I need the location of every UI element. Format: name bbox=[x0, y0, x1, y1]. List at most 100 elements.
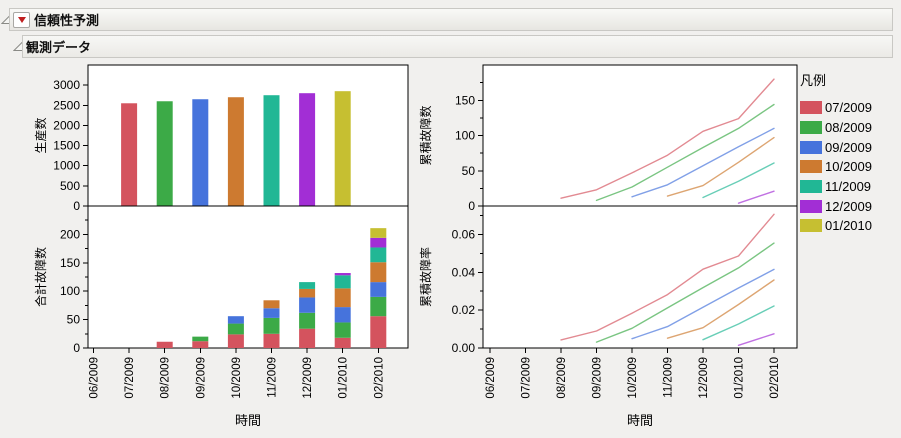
failure-bar-segment[interactable] bbox=[370, 237, 387, 248]
x-tick-label: 08/2009 bbox=[160, 357, 172, 399]
y-tick-label: 0 bbox=[468, 199, 475, 213]
failure-bar-segment[interactable] bbox=[299, 282, 316, 289]
y-tick-label: 100 bbox=[455, 129, 475, 143]
legend-entry: 08/2009 bbox=[800, 118, 900, 138]
x-tick-label: 12/2009 bbox=[698, 357, 710, 399]
failure-bar-segment[interactable] bbox=[227, 334, 244, 348]
x-tick-label: 01/2010 bbox=[734, 357, 746, 399]
y-tick-label: 200 bbox=[60, 227, 80, 241]
cumulative-failures-line[interactable] bbox=[631, 127, 775, 198]
y-axis-label: 累積故障数 bbox=[418, 105, 433, 165]
production-bar[interactable] bbox=[227, 97, 244, 206]
failure-bar-segment[interactable] bbox=[299, 312, 316, 329]
cumulative-failures-line[interactable] bbox=[560, 78, 775, 199]
y-tick-label: 150 bbox=[60, 256, 80, 270]
failure-bar-segment[interactable] bbox=[370, 247, 387, 263]
failure-bar-segment[interactable] bbox=[334, 307, 351, 323]
failure-bar-segment[interactable] bbox=[156, 341, 173, 348]
plot-frame-cumulative-failure-rate bbox=[482, 205, 798, 349]
x-tick-label: 11/2009 bbox=[663, 357, 675, 398]
failure-bar-segment[interactable] bbox=[263, 308, 280, 318]
y-tick-label: 50 bbox=[67, 313, 81, 327]
y-tick-label: 3000 bbox=[53, 78, 80, 92]
y-tick-label: 0.02 bbox=[452, 303, 476, 317]
legend-swatch[interactable] bbox=[800, 140, 822, 154]
legend-swatch[interactable] bbox=[800, 199, 822, 213]
legend-label: 10/2009 bbox=[825, 159, 872, 175]
production-bar[interactable] bbox=[334, 91, 351, 206]
legend-label: 08/2009 bbox=[825, 120, 872, 136]
failure-bar-segment[interactable] bbox=[263, 300, 280, 309]
red-triangle-icon bbox=[17, 16, 26, 23]
y-tick-label: 1500 bbox=[53, 139, 80, 153]
x-tick-label: 02/2010 bbox=[373, 357, 385, 399]
y-tick-label: 0.06 bbox=[452, 227, 476, 241]
cumulative-failure-rate-line[interactable] bbox=[737, 333, 775, 346]
y-tick-label: 1000 bbox=[53, 159, 80, 173]
cumulative-failure-rate-line[interactable] bbox=[595, 242, 775, 343]
failure-bar-segment[interactable] bbox=[334, 288, 351, 308]
legend-swatch[interactable] bbox=[800, 101, 822, 115]
x-axis-label: 時間 bbox=[235, 413, 261, 428]
red-triangle-menu-button[interactable] bbox=[13, 11, 30, 28]
legend-label: 01/2010 bbox=[825, 218, 872, 234]
failure-bar-segment[interactable] bbox=[334, 275, 351, 289]
y-tick-label: 500 bbox=[60, 179, 80, 193]
x-tick-label: 10/2009 bbox=[627, 357, 639, 399]
y-tick-label: 0 bbox=[73, 341, 80, 355]
legend-title: 凡例 bbox=[800, 73, 827, 88]
x-tick-label: 09/2009 bbox=[195, 357, 207, 399]
failure-bar-segment[interactable] bbox=[334, 322, 351, 338]
failure-bar-segment[interactable] bbox=[299, 297, 316, 313]
failure-bar-segment[interactable] bbox=[227, 316, 244, 324]
outline-header-reliability-forecast: 信頼性予測 bbox=[9, 8, 893, 31]
failure-bar-segment[interactable] bbox=[370, 228, 387, 238]
failure-bar-segment[interactable] bbox=[227, 323, 244, 335]
legend-entry: 12/2009 bbox=[800, 196, 900, 216]
x-tick-label: 01/2010 bbox=[338, 357, 350, 399]
failure-bar-segment[interactable] bbox=[370, 296, 387, 317]
failure-bar-segment[interactable] bbox=[299, 328, 316, 348]
failure-bar-segment[interactable] bbox=[370, 262, 387, 283]
plot-frame-total-failures bbox=[87, 205, 409, 349]
failure-bar-segment[interactable] bbox=[192, 336, 209, 342]
production-bar[interactable] bbox=[299, 93, 316, 206]
production-bar[interactable] bbox=[192, 99, 209, 206]
y-tick-label: 2000 bbox=[53, 118, 80, 132]
section-title: 観測データ bbox=[26, 40, 92, 55]
failure-bar-segment[interactable] bbox=[334, 273, 351, 276]
y-tick-label: 0.00 bbox=[452, 341, 476, 355]
legend-swatch[interactable] bbox=[800, 121, 822, 135]
y-tick-label: 0 bbox=[73, 199, 80, 213]
failure-bar-segment[interactable] bbox=[263, 333, 280, 348]
legend-entry: 07/2009 bbox=[800, 98, 900, 118]
x-tick-label: 06/2009 bbox=[485, 357, 497, 399]
failure-bar-segment[interactable] bbox=[299, 288, 316, 298]
cumulative-failure-rate-line[interactable] bbox=[631, 268, 775, 340]
cumulative-failure-rate-line[interactable] bbox=[560, 213, 775, 341]
production-bar[interactable] bbox=[156, 101, 173, 206]
failure-bar-segment[interactable] bbox=[192, 341, 209, 348]
cumulative-failure-rate-line[interactable] bbox=[666, 279, 775, 339]
x-tick-label: 02/2010 bbox=[769, 357, 781, 399]
x-tick-label: 09/2009 bbox=[592, 357, 604, 399]
failure-bar-segment[interactable] bbox=[334, 337, 351, 348]
cumulative-failure-rate-line[interactable] bbox=[702, 305, 775, 341]
legend-swatch[interactable] bbox=[800, 160, 822, 174]
cumulative-failures-line[interactable] bbox=[666, 136, 775, 197]
production-bar[interactable] bbox=[121, 103, 138, 206]
failure-bar-segment[interactable] bbox=[370, 282, 387, 297]
failure-bar-segment[interactable] bbox=[370, 316, 387, 348]
legend-swatch[interactable] bbox=[800, 219, 822, 233]
cumulative-failures-line[interactable] bbox=[595, 103, 775, 202]
cumulative-failures-line[interactable] bbox=[737, 190, 775, 204]
outline-header-observed-data: 観測データ bbox=[22, 35, 893, 58]
x-axis-label: 時間 bbox=[627, 413, 653, 428]
production-bar[interactable] bbox=[263, 95, 280, 206]
failure-bar-segment[interactable] bbox=[263, 317, 280, 334]
x-tick-label: 10/2009 bbox=[231, 357, 243, 399]
cumulative-failures-line[interactable] bbox=[702, 162, 775, 199]
plot-frame-production bbox=[87, 64, 409, 207]
legend-swatch[interactable] bbox=[800, 180, 822, 194]
